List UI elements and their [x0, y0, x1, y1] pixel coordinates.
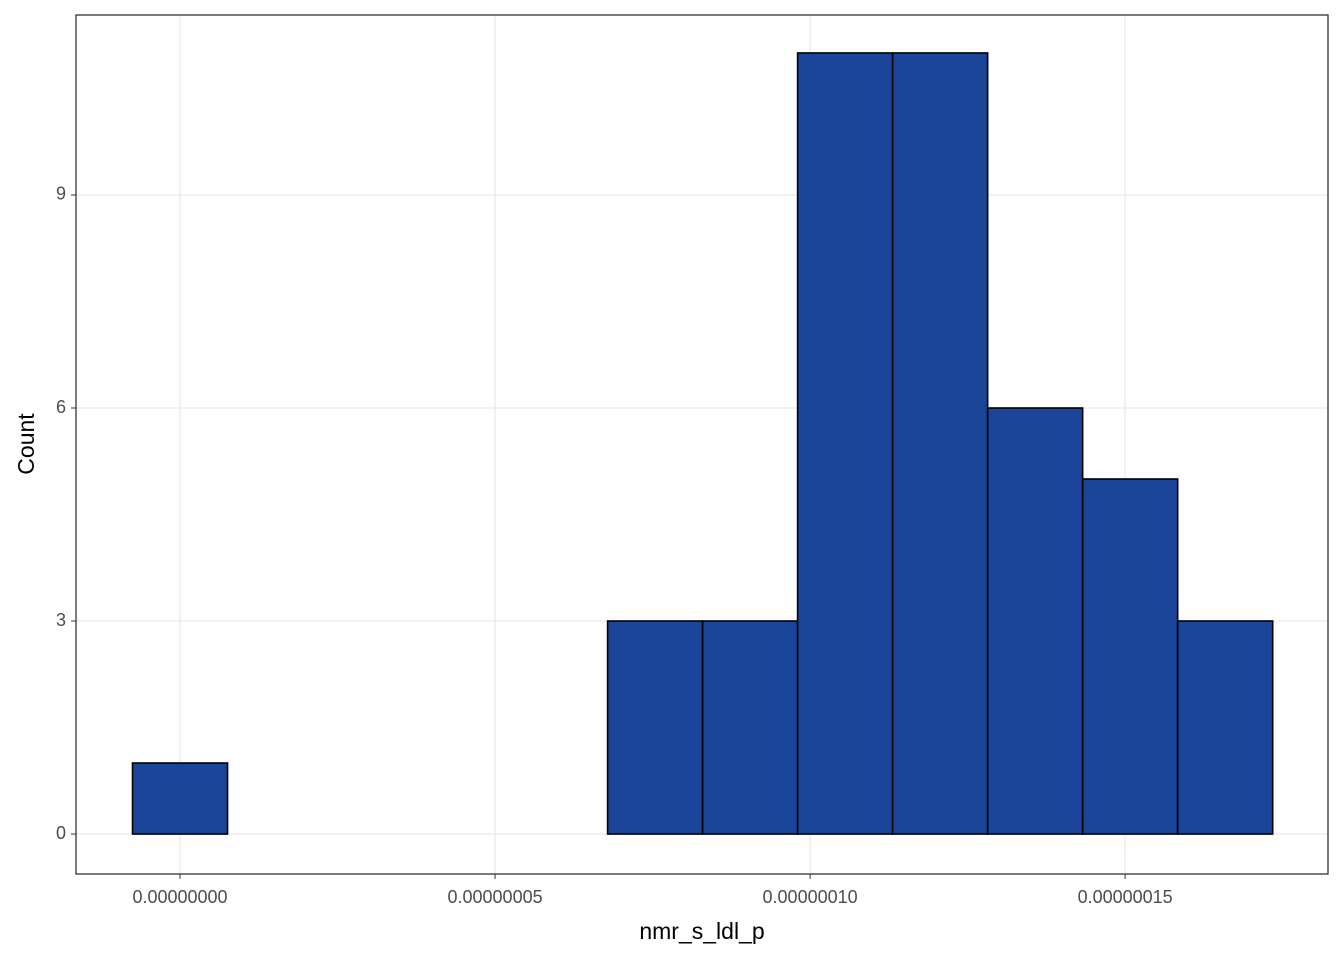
y-tick-label: 0: [56, 823, 66, 843]
x-tick-label: 0.00000005: [448, 887, 543, 907]
bar: [891, 52, 989, 835]
bar: [131, 762, 229, 835]
x-tick-label: 0.00000000: [132, 887, 227, 907]
x-tick-label: 0.00000015: [1078, 887, 1173, 907]
x-tick-label: 0.00000010: [763, 887, 858, 907]
y-tick-label: 6: [56, 397, 66, 417]
bar: [1081, 478, 1179, 835]
bar: [986, 407, 1084, 835]
y-tick-label: 3: [56, 610, 66, 630]
x-axis-title: nmr_s_ldl_p: [639, 918, 764, 944]
bar: [701, 620, 799, 835]
y-axis-title: Count: [13, 413, 39, 475]
bar: [796, 52, 894, 835]
panel-border: [75, 14, 1329, 875]
bar: [1176, 620, 1274, 835]
y-tick-label: 9: [56, 184, 66, 204]
bar: [606, 620, 704, 835]
